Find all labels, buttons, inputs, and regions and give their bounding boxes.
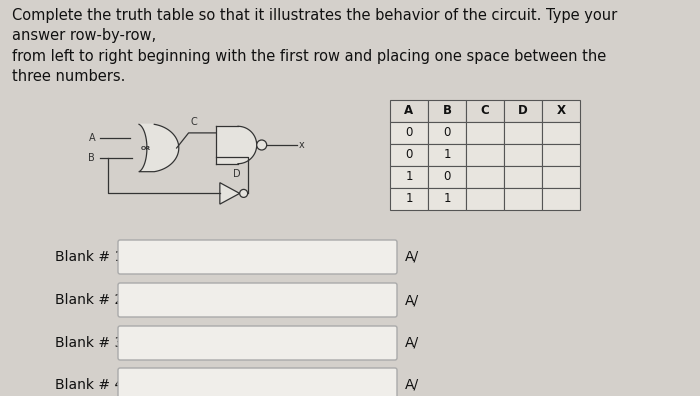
Text: A: A: [405, 105, 414, 118]
Text: X: X: [556, 105, 566, 118]
Text: Blank # 1: Blank # 1: [55, 250, 123, 264]
Bar: [466, 188, 504, 210]
Text: A/: A/: [405, 336, 419, 350]
Bar: [390, 166, 428, 188]
Bar: [390, 188, 428, 210]
Bar: [542, 100, 580, 122]
Text: Blank # 3: Blank # 3: [55, 336, 123, 350]
Circle shape: [257, 140, 267, 150]
Polygon shape: [238, 126, 257, 164]
FancyBboxPatch shape: [118, 368, 397, 396]
Text: OR: OR: [141, 145, 151, 150]
Polygon shape: [139, 124, 178, 172]
Text: B: B: [442, 105, 452, 118]
Bar: [428, 122, 466, 144]
Bar: [390, 122, 428, 144]
Text: C: C: [481, 105, 489, 118]
Text: Complete the truth table so that it illustrates the behavior of the circuit. Typ: Complete the truth table so that it illu…: [12, 8, 617, 84]
Text: D: D: [233, 169, 241, 179]
Bar: [542, 188, 580, 210]
Text: 0: 0: [443, 171, 451, 183]
Text: 1: 1: [443, 148, 451, 162]
Text: 1: 1: [405, 171, 413, 183]
Bar: [428, 144, 466, 166]
Bar: [542, 122, 580, 144]
Polygon shape: [220, 183, 239, 204]
Bar: [504, 166, 542, 188]
Text: Blank # 2: Blank # 2: [55, 293, 123, 307]
Text: 1: 1: [405, 192, 413, 206]
Text: D: D: [518, 105, 528, 118]
Bar: [466, 122, 504, 144]
FancyBboxPatch shape: [118, 326, 397, 360]
Bar: [390, 100, 428, 122]
Bar: [504, 144, 542, 166]
Bar: [428, 166, 466, 188]
Text: B: B: [88, 153, 95, 163]
Circle shape: [239, 189, 248, 197]
Bar: [428, 100, 466, 122]
Bar: [504, 122, 542, 144]
Bar: [542, 144, 580, 166]
Text: 0: 0: [443, 126, 451, 139]
Bar: [466, 144, 504, 166]
Text: x: x: [299, 140, 304, 150]
Bar: [504, 100, 542, 122]
Text: A: A: [89, 133, 95, 143]
Text: A/: A/: [405, 378, 419, 392]
Text: 0: 0: [405, 148, 413, 162]
Bar: [428, 188, 466, 210]
Bar: [390, 144, 428, 166]
FancyBboxPatch shape: [118, 283, 397, 317]
FancyBboxPatch shape: [118, 240, 397, 274]
Polygon shape: [216, 126, 238, 164]
Bar: [466, 166, 504, 188]
Bar: [466, 100, 504, 122]
Text: A/: A/: [405, 250, 419, 264]
Text: 1: 1: [443, 192, 451, 206]
Bar: [504, 188, 542, 210]
Bar: [542, 166, 580, 188]
Text: 0: 0: [405, 126, 413, 139]
Text: Blank # 4: Blank # 4: [55, 378, 123, 392]
Text: C: C: [190, 117, 197, 127]
Text: A/: A/: [405, 293, 419, 307]
